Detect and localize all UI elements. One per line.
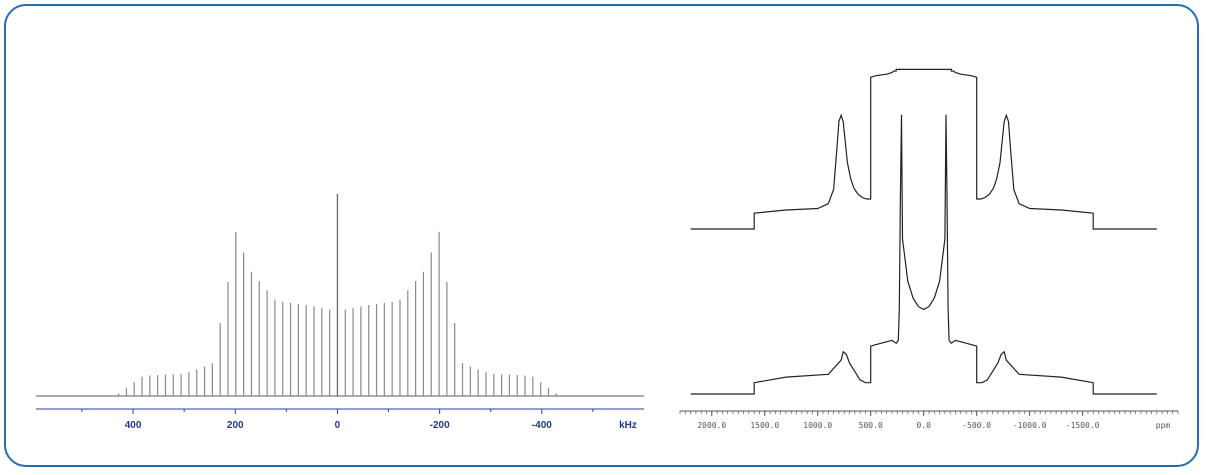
left-tick-label: 200 <box>227 420 244 431</box>
right-tick-label: -1500.0 <box>1066 421 1100 430</box>
right-tick-label: 0.0 <box>916 421 931 430</box>
right-tick-label: 1000.0 <box>803 421 832 430</box>
left-tick-label: -400 <box>532 420 552 431</box>
left-tick-label: 400 <box>125 420 142 431</box>
upper-spectrum-line <box>690 68 1157 230</box>
right-tick-label: -1000.0 <box>1013 421 1047 430</box>
left-axis-unit: kHz <box>619 420 637 431</box>
lower-spectrum-line <box>690 114 1157 395</box>
right-tick-label: -500.0 <box>962 421 991 430</box>
left-tick-label: 0 <box>335 420 341 431</box>
right-tick-label: 2000.0 <box>697 421 726 430</box>
left-tick-label: -200 <box>430 420 450 431</box>
right-tick-label: 500.0 <box>859 421 883 430</box>
left-spectrum-chart: 400 200 0 -200 -400 kHz <box>36 194 644 431</box>
figure-frame <box>4 4 1199 467</box>
right-axis-unit: ppm <box>1156 421 1171 430</box>
right-tick-label: 1500.0 <box>750 421 779 430</box>
